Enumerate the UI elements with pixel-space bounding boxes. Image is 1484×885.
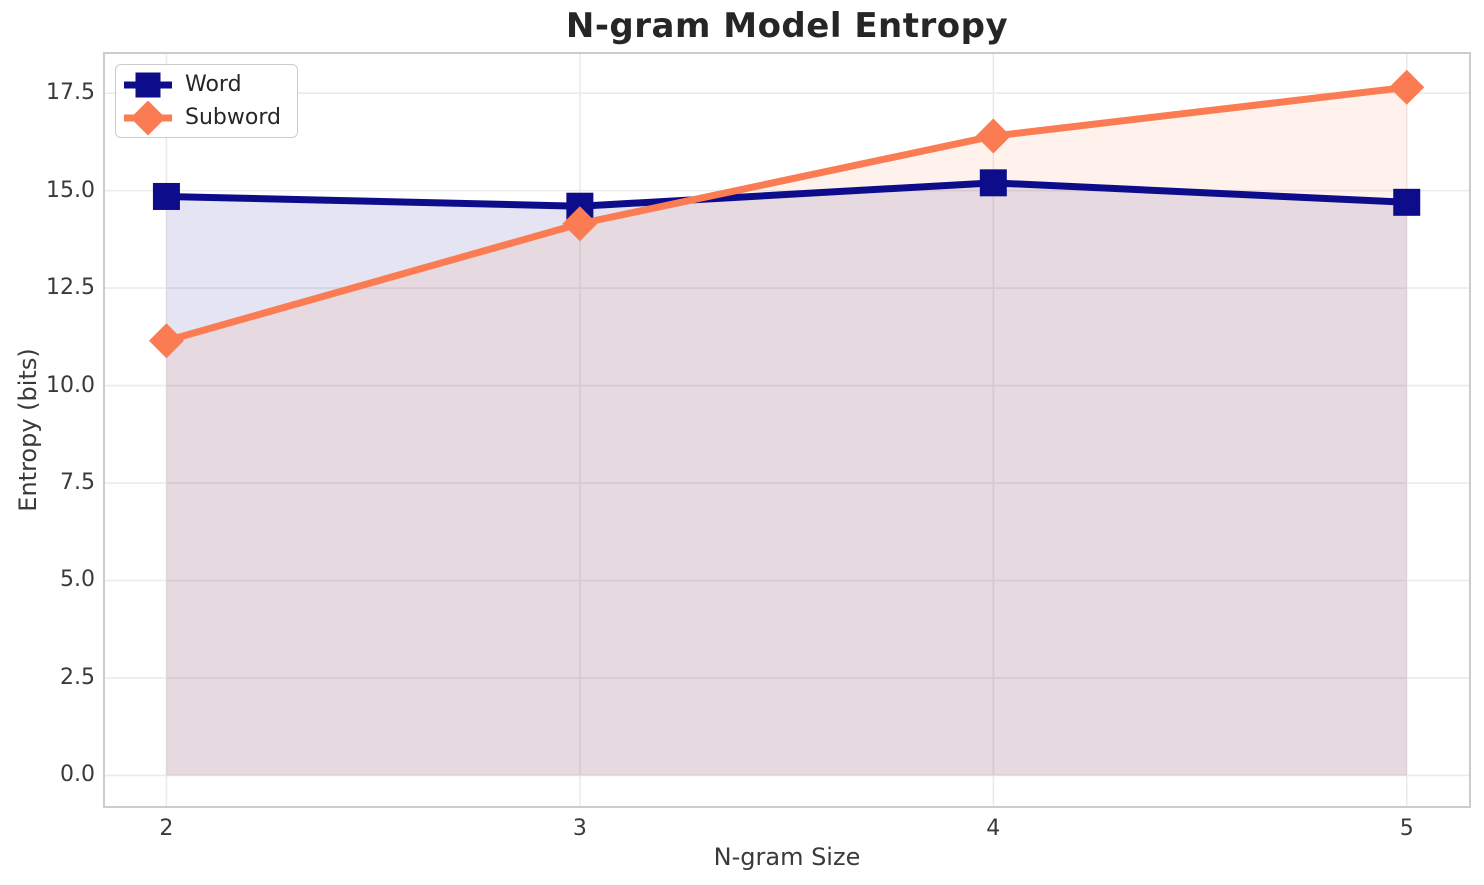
legend-label-word: Word	[185, 72, 242, 97]
word-data-point	[152, 182, 180, 210]
y-tick-label: 5.0	[60, 567, 95, 593]
subword-data-point	[562, 206, 598, 242]
subword-area-fill	[166, 87, 1407, 776]
subword-data-point	[975, 118, 1011, 154]
plot-border	[103, 52, 1471, 808]
subword-data-point	[148, 323, 184, 359]
y-tick-label: 15.0	[46, 177, 95, 203]
y-tick-label: 12.5	[46, 275, 95, 301]
y-tick-label: 7.5	[60, 470, 95, 496]
word-data-point	[1393, 188, 1421, 216]
y-tick-label: 17.5	[46, 80, 95, 106]
x-tick-label: 4	[986, 816, 1001, 841]
subword-line	[162, 83, 1411, 345]
legend-label-subword: Subword	[185, 105, 281, 130]
y-tick-label: 10.0	[46, 372, 95, 398]
legend: Word Subword	[115, 64, 298, 138]
chart-title: N-gram Model Entropy	[565, 6, 1009, 46]
subword-legend-marker-icon	[124, 100, 172, 135]
word-data-point	[979, 169, 1007, 197]
y-tick-label: 0.0	[60, 762, 95, 788]
word-legend-marker-icon	[124, 72, 172, 97]
x-tick-label: 3	[572, 816, 587, 841]
legend-item-word: Word	[122, 68, 281, 101]
word-line	[162, 179, 1411, 210]
x-tick-label: 2	[159, 816, 174, 841]
x-tick-label: 5	[1399, 816, 1414, 841]
y-tick-label: 2.5	[60, 664, 95, 690]
legend-item-subword: Subword	[122, 100, 281, 135]
word-area-fill	[166, 182, 1407, 776]
subword-data-point	[1389, 69, 1425, 105]
x-axis-label: N-gram Size	[713, 843, 861, 871]
